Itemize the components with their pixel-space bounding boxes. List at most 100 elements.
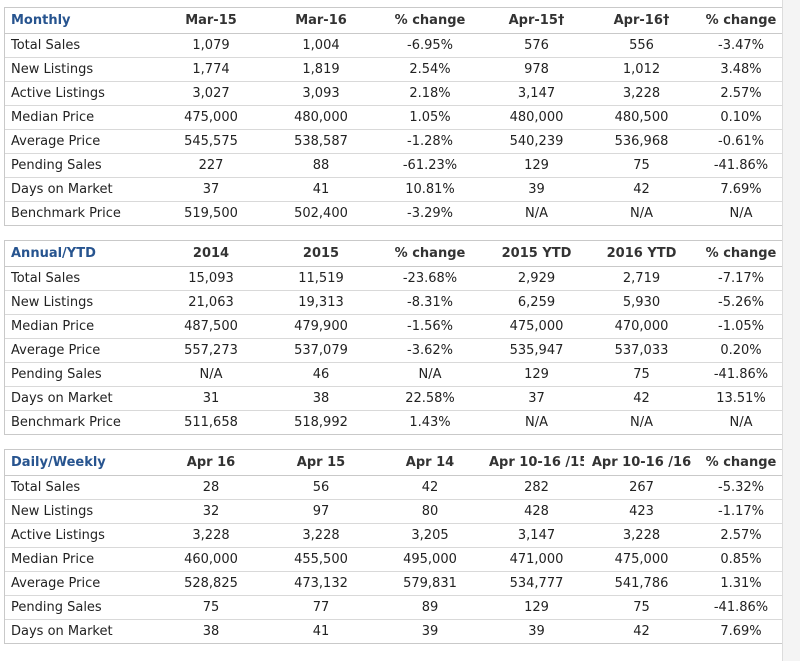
table-cell: 3,228	[271, 523, 371, 548]
row-label: Total Sales	[5, 266, 151, 291]
table-cell: 534,777	[489, 571, 584, 596]
row-label: Median Price	[5, 105, 151, 130]
table-cell: 528,825	[151, 571, 271, 596]
table-row: Pending Sales N/A 46 N/A 129 75 -41.86%	[5, 362, 783, 387]
table-cell: 579,831	[371, 571, 489, 596]
table-cell: 32	[151, 499, 271, 524]
table-cell: 31	[151, 386, 271, 411]
table-cell: 3,228	[151, 523, 271, 548]
table-cell: 541,786	[584, 571, 699, 596]
table-cell: 75	[151, 595, 271, 620]
row-label: Average Price	[5, 338, 151, 363]
section-title: Monthly	[5, 8, 151, 34]
monthly-panel: Monthly Mar-15 Mar-16 % change Apr-15† A…	[4, 7, 784, 226]
table-cell: 0.20%	[699, 338, 783, 363]
row-label: Average Price	[5, 129, 151, 154]
table-cell: 39	[528, 624, 545, 639]
table-cell: 502,400	[294, 206, 348, 221]
table-cell: 537,033	[584, 338, 699, 363]
table-cell: 2.57%	[699, 81, 783, 106]
column-header: % change	[699, 8, 783, 34]
table-cell: 21,063	[151, 290, 271, 315]
table-cell: -3.47%	[699, 33, 783, 58]
table-cell: 511,658	[184, 415, 238, 430]
annual-panel: Annual/YTD 2014 2015 % change 2015 YTD 2…	[4, 240, 784, 435]
table-cell: N/A	[525, 206, 548, 221]
table-cell: 576	[489, 33, 584, 58]
column-header: 2014	[151, 241, 271, 267]
table-row: Benchmark Price 511,658 518,992 1.43% N/A N/A…	[5, 411, 783, 435]
column-header: Mar-15	[151, 8, 271, 34]
column-header: Mar-16	[271, 8, 371, 34]
column-header: % change	[699, 241, 783, 267]
table-cell: 3,093	[271, 81, 371, 106]
table-row: Days on Market 31 38 22.58% 37 42 13.51%	[5, 386, 783, 411]
row-label: New Listings	[5, 290, 151, 315]
table-cell: 535,947	[489, 338, 584, 363]
table-cell: -41.86%	[699, 153, 783, 178]
row-label: Average Price	[5, 571, 151, 596]
table-cell: 470,000	[584, 314, 699, 339]
table-cell: -7.17%	[699, 266, 783, 291]
table-cell: -1.28%	[371, 129, 489, 154]
column-header: % change	[371, 241, 489, 267]
table-cell: 536,968	[584, 129, 699, 154]
table-row: Median Price 475,000 480,000 1.05% 480,000 48…	[5, 105, 783, 130]
table-cell: 1.31%	[699, 571, 783, 596]
row-label: Benchmark Price	[11, 415, 121, 430]
section-title: Annual/YTD	[5, 241, 151, 267]
column-header: % change	[699, 450, 783, 476]
table-cell: -41.86%	[699, 595, 783, 620]
table-cell: 556	[584, 33, 699, 58]
column-header: 2016 YTD	[584, 241, 699, 267]
row-label: Median Price	[5, 547, 151, 572]
row-label: New Listings	[5, 499, 151, 524]
column-header: Apr-16†	[584, 8, 699, 34]
monthly-table: Monthly Mar-15 Mar-16 % change Apr-15† A…	[5, 8, 783, 225]
column-header: Apr 10-16 /15	[489, 450, 584, 476]
table-cell: 545,575	[151, 129, 271, 154]
table-row: Total Sales 15,093 11,519 -23.68% 2,929 2,719…	[5, 266, 783, 291]
table-cell: 77	[271, 595, 371, 620]
table-cell: 519,500	[184, 206, 238, 221]
table-cell: 1.43%	[409, 415, 451, 430]
table-cell: 475,000	[584, 547, 699, 572]
table-cell: N/A	[729, 415, 753, 430]
row-label: Active Listings	[5, 81, 151, 106]
table-cell: 129	[489, 595, 584, 620]
table-cell: 28	[151, 475, 271, 500]
table-cell: 540,239	[489, 129, 584, 154]
table-row: Average Price 528,825 473,132 579,831 534,77…	[5, 571, 783, 596]
table-cell: 56	[271, 475, 371, 500]
row-label: Days on Market	[11, 624, 113, 639]
column-header: % change	[371, 8, 489, 34]
row-label: Total Sales	[5, 33, 151, 58]
table-cell: N/A	[525, 415, 548, 430]
table-cell: -1.05%	[699, 314, 783, 339]
table-cell: 518,992	[294, 415, 348, 430]
table-cell: 282	[489, 475, 584, 500]
table-row: Pending Sales 75 77 89 129 75 -41.86%	[5, 595, 783, 620]
table-cell: 22.58%	[371, 386, 489, 411]
table-cell: 41	[312, 624, 330, 639]
table-cell: 423	[584, 499, 699, 524]
table-cell: 2.57%	[699, 523, 783, 548]
table-cell: 75	[584, 362, 699, 387]
table-row: Days on Market 37 41 10.81% 39 42 7.69%	[5, 177, 783, 202]
table-cell: 3.48%	[699, 57, 783, 82]
table-cell: 3,027	[151, 81, 271, 106]
page-scrollbar-track[interactable]	[782, 0, 800, 661]
table-row: Active Listings 3,228 3,228 3,205 3,147 3,228…	[5, 523, 783, 548]
table-cell: 2.54%	[371, 57, 489, 82]
table-cell: 479,900	[271, 314, 371, 339]
table-cell: -1.17%	[699, 499, 783, 524]
table-row: Benchmark Price 519,500 502,400 -3.29% N/A N/…	[5, 202, 783, 226]
table-cell: 75	[584, 153, 699, 178]
table-cell: 7.69%	[720, 624, 762, 639]
table-cell: 1,004	[271, 33, 371, 58]
table-cell: 2.18%	[371, 81, 489, 106]
table-cell: 15,093	[151, 266, 271, 291]
section-title: Daily/Weekly	[5, 450, 151, 476]
table-cell: 480,500	[584, 105, 699, 130]
